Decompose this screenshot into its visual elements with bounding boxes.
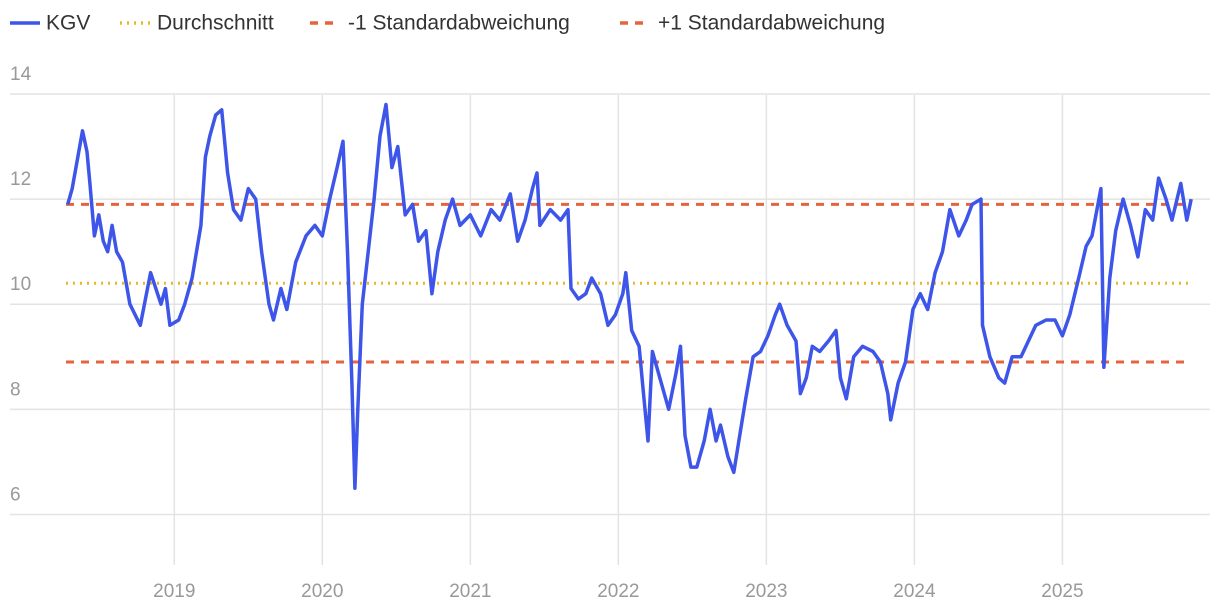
x-tick-label: 2020 [301, 581, 343, 602]
x-tick-label: 2019 [153, 581, 195, 602]
x-tick-label: 2025 [1041, 581, 1083, 602]
y-tick-label: 10 [10, 274, 31, 295]
y-tick-label: 12 [10, 169, 31, 190]
legend-label: KGV [46, 12, 90, 35]
legend-label: Durchschnitt [157, 12, 274, 35]
x-tick-label: 2024 [893, 581, 936, 602]
legend-label: -1 Standardabweichung [348, 12, 570, 35]
y-tick-label: 14 [10, 64, 32, 85]
y-tick-label: 8 [10, 379, 21, 400]
x-tick-label: 2023 [745, 581, 787, 602]
x-tick-label: 2021 [449, 581, 491, 602]
x-tick-label: 2022 [597, 581, 639, 602]
legend-label: +1 Standardabweichung [658, 12, 885, 35]
kgv-line [66, 102, 1193, 490]
y-tick-label: 6 [10, 484, 21, 505]
